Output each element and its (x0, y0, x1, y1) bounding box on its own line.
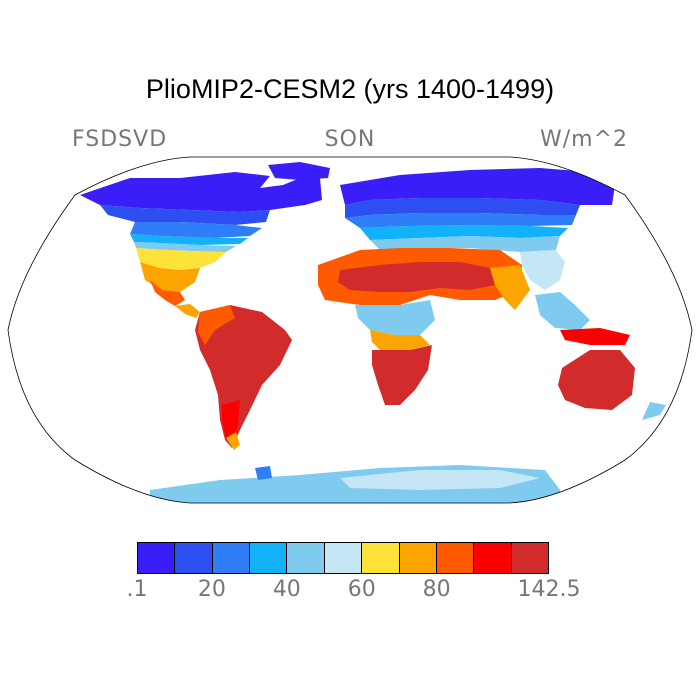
north-america-mid-2 (130, 222, 262, 238)
south-america-south (222, 400, 240, 445)
colorbar-box (399, 543, 437, 573)
colorbar-box (212, 543, 251, 573)
antarctica-light (340, 470, 540, 490)
colorbar-box (287, 543, 325, 573)
colorbar-tick-label: 20 (197, 577, 226, 602)
colorbar-box (324, 543, 363, 573)
colorbar-tick-label: 40 (272, 577, 301, 602)
north-america-mid-1 (100, 205, 270, 225)
central-america (175, 304, 200, 318)
eurasia-mid-2 (345, 213, 576, 228)
colorbar-box (474, 543, 512, 573)
map-title: PlioMIP2-CESM2 (yrs 1400-1499) (145, 74, 555, 104)
variable-label: FSDSVD (72, 127, 168, 152)
colorbar-box (362, 543, 400, 573)
north-america-mid-4 (134, 242, 236, 252)
north-america-south (136, 248, 226, 270)
mexico (150, 280, 185, 306)
colorbar-box (138, 543, 176, 573)
arctic-islands (268, 162, 330, 180)
africa-transition (370, 330, 430, 350)
colorbar-tick-label: 60 (347, 577, 376, 602)
southeast-asia-islands (535, 292, 590, 330)
africa-equatorial (355, 300, 435, 335)
australia (558, 350, 635, 410)
season-label: SON (324, 127, 376, 152)
north-america-mid-3 (130, 234, 248, 245)
colorbar (137, 542, 549, 574)
colorbar-box (250, 543, 288, 573)
map-border (7, 156, 693, 504)
east-asia (520, 250, 565, 290)
units-label: W/m^2 (539, 127, 628, 152)
south-america (195, 305, 292, 448)
eurasia-mid-3 (360, 225, 568, 240)
colorbar-tick-label: 142.5 (517, 577, 581, 602)
sahara-arabia-core (338, 262, 495, 292)
colorbar-box (511, 543, 548, 573)
colorbar-box (436, 543, 475, 573)
india (490, 265, 530, 310)
eurasia-mid-1 (345, 198, 580, 218)
colorbar-tick-label: 80 (422, 577, 451, 602)
land-fields (80, 162, 666, 503)
north-america-high-lat (80, 172, 322, 212)
south-america-north (198, 305, 235, 345)
colorbar-tick-label: .1 (126, 577, 148, 602)
patagonia (226, 432, 240, 450)
eurasia-high-lat (340, 168, 615, 205)
south-shetland-islands (255, 466, 272, 480)
new-zealand (642, 402, 666, 420)
colorbar-box (175, 543, 213, 573)
indonesia (560, 328, 630, 345)
africa-south (372, 345, 432, 405)
